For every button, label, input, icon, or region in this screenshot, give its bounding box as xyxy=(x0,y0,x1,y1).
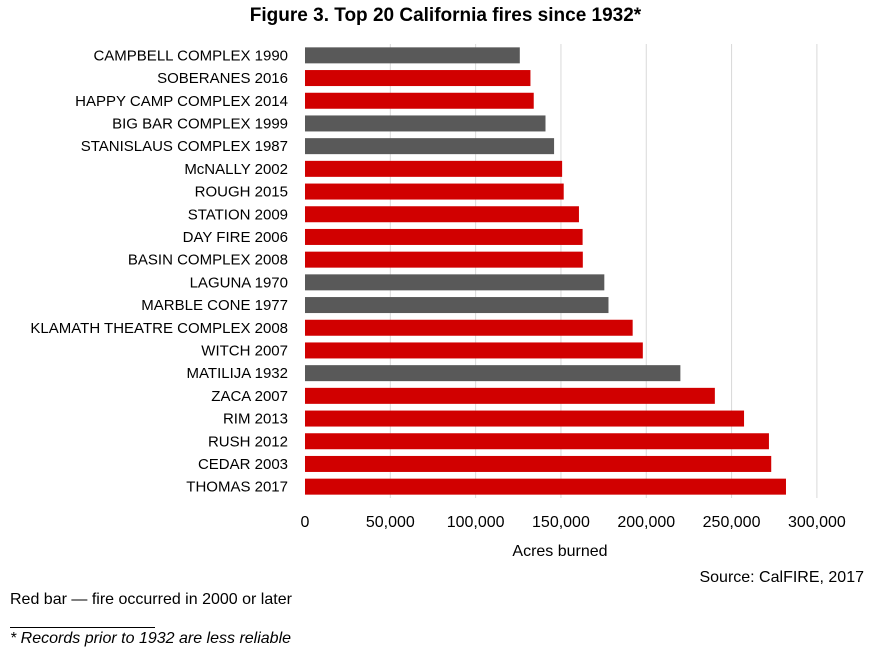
bar xyxy=(305,387,715,404)
category-label: CAMPBELL COMPLEX 1990 xyxy=(93,47,288,64)
bar xyxy=(305,138,555,155)
category-label: KLAMATH THEATRE COMPLEX 2008 xyxy=(30,320,288,337)
bars xyxy=(305,47,786,495)
category-label: BASIN COMPLEX 2008 xyxy=(128,252,288,269)
x-tick-label: 50,000 xyxy=(366,514,415,531)
x-axis-label: Acres burned xyxy=(512,543,607,560)
category-label: SOBERANES 2016 xyxy=(157,70,288,87)
category-label: WITCH 2007 xyxy=(201,342,288,359)
bar xyxy=(305,251,583,268)
bar xyxy=(305,433,769,450)
x-tick-label: 200,000 xyxy=(617,514,675,531)
category-label: DAY FIRE 2006 xyxy=(183,229,288,246)
bar xyxy=(305,478,786,495)
bar xyxy=(305,410,745,427)
category-label: RUSH 2012 xyxy=(208,433,288,450)
bar xyxy=(305,160,563,177)
x-tick-label: 150,000 xyxy=(532,514,590,531)
chart-title: Figure 3. Top 20 California fires since … xyxy=(249,5,642,26)
bar xyxy=(305,183,564,200)
category-label: ZACA 2007 xyxy=(211,388,288,405)
category-label: MATILIJA 1932 xyxy=(187,365,288,382)
source-note: Source: CalFIRE, 2017 xyxy=(699,569,864,586)
bar xyxy=(305,47,520,64)
footnote: * Records prior to 1932 are less reliabl… xyxy=(10,630,292,647)
gridlines xyxy=(389,44,818,498)
x-tick-label: 300,000 xyxy=(788,514,846,531)
bar xyxy=(305,92,534,109)
category-label: STATION 2009 xyxy=(188,206,288,223)
bar xyxy=(305,455,772,472)
bar xyxy=(305,297,609,314)
bar xyxy=(305,342,643,359)
category-label: McNALLY 2002 xyxy=(184,161,288,178)
category-label: BIG BAR COMPLEX 1999 xyxy=(112,115,288,132)
category-label: STANISLAUS COMPLEX 1987 xyxy=(81,138,288,155)
category-label: RIM 2013 xyxy=(223,411,288,428)
category-label: THOMAS 2017 xyxy=(186,479,288,496)
x-tick-label: 250,000 xyxy=(703,514,761,531)
bar xyxy=(305,228,583,245)
bar xyxy=(305,365,681,382)
category-label: HAPPY CAMP COMPLEX 2014 xyxy=(75,93,288,110)
category-label: ROUGH 2015 xyxy=(195,184,288,201)
category-labels: CAMPBELL COMPLEX 1990 SOBERANES 2016 HAPPY… xyxy=(30,47,288,495)
category-label: LAGUNA 1970 xyxy=(190,274,288,291)
x-tick-label: 0 xyxy=(301,514,310,531)
footnote-divider xyxy=(10,627,155,628)
bar xyxy=(305,115,546,132)
bar xyxy=(305,70,531,87)
x-tick-label: 100,000 xyxy=(447,514,505,531)
x-tick-labels: 0 50,000 100,000 150,000 200,000 250,000 300,0… xyxy=(301,514,846,531)
category-label: CEDAR 2003 xyxy=(198,456,288,473)
bar xyxy=(305,274,605,291)
legend-note: Red bar — fire occurred in 2000 or later xyxy=(10,591,292,608)
category-label: MARBLE CONE 1977 xyxy=(141,297,288,314)
bar xyxy=(305,319,633,336)
bar xyxy=(305,206,579,223)
